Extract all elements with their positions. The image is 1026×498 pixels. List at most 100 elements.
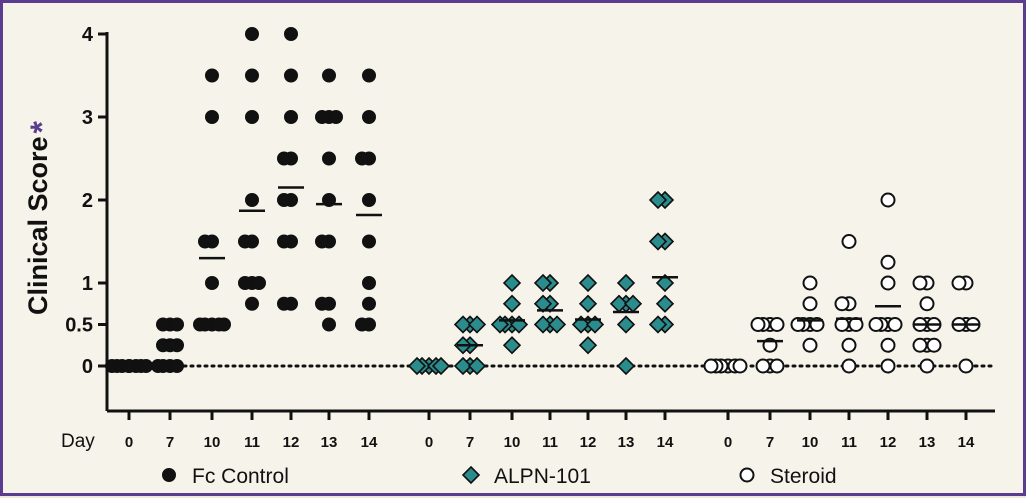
data-point (355, 151, 369, 166)
data-point (755, 358, 771, 374)
y-tick-label: 2 (82, 190, 93, 212)
data-point (453, 315, 473, 334)
data-point (205, 110, 219, 124)
data-point (453, 356, 473, 376)
data-point (578, 336, 598, 355)
data-point (315, 110, 329, 124)
data-point (105, 359, 119, 373)
data-point (245, 110, 259, 124)
data-point (362, 110, 376, 124)
data-point (245, 68, 259, 83)
data-point (362, 296, 376, 311)
x-tick-label: 10 (802, 434, 819, 451)
data-point (238, 276, 252, 290)
x-tick-label: 12 (880, 434, 897, 451)
data-point (578, 294, 598, 313)
data-point (205, 276, 219, 290)
y-axis-title: Clinical Score * (23, 120, 60, 315)
data-point (926, 337, 942, 353)
legend-marker (461, 465, 481, 485)
data-point (193, 317, 207, 332)
legend-label: ALPN-101 (494, 465, 591, 488)
legend-marker (162, 468, 176, 482)
data-point (467, 356, 487, 376)
data-point (502, 294, 522, 313)
data-point (769, 317, 785, 332)
x-tick-label: 11 (542, 434, 558, 451)
data-point (834, 296, 850, 312)
legend-label: Steroid (770, 465, 837, 488)
x-tick-label: 11 (841, 434, 857, 451)
data-point (951, 275, 967, 291)
data-point (322, 151, 336, 166)
data-point (245, 296, 259, 311)
data-point (769, 358, 785, 374)
y-tick-label: 4 (82, 24, 94, 46)
data-point (648, 315, 668, 334)
data-point (277, 151, 291, 166)
data-point (238, 234, 252, 249)
data-point (578, 273, 598, 293)
data-point (841, 234, 857, 249)
data-point (170, 317, 184, 332)
data-point (156, 317, 170, 332)
legend: Fc Control ALPN-101 Steroid (162, 465, 837, 488)
data-point (284, 110, 298, 124)
x-tick-label: 10 (504, 434, 521, 451)
data-point (912, 275, 928, 291)
data-point (703, 358, 719, 374)
x-tick-labels: Day 0 7 10 11 12 13 14 0 7 10 11 12 13 14 0 7 10 11 12 13 14 (61, 431, 975, 452)
data-point (912, 337, 928, 353)
x-tick-label: 12 (283, 434, 300, 451)
data-point (616, 315, 636, 334)
data-point (533, 273, 553, 293)
data-point (732, 358, 748, 374)
data-point (355, 317, 369, 332)
data-points (105, 27, 981, 376)
data-point (277, 234, 291, 249)
data-point (880, 192, 896, 208)
data-point (151, 359, 165, 373)
svg-text:Clinical Score*: Clinical Score * (23, 120, 60, 315)
data-point (533, 294, 553, 313)
legend-label: Fc Control (192, 465, 289, 488)
x-tick-label: 13 (321, 434, 338, 451)
data-point (750, 317, 766, 332)
data-point (139, 359, 153, 373)
data-point (616, 356, 636, 376)
data-point (362, 234, 376, 249)
data-point (284, 68, 298, 83)
data-point (648, 190, 668, 210)
x-tick-label: 12 (580, 434, 597, 451)
data-point (802, 337, 818, 353)
data-point (245, 27, 259, 41)
data-point (533, 315, 553, 334)
x-tick-label: 7 (166, 434, 174, 451)
data-point (868, 317, 884, 332)
data-point (841, 337, 857, 353)
data-point (880, 275, 896, 291)
data-point (467, 315, 487, 334)
data-point (841, 358, 857, 374)
data-point (880, 337, 896, 353)
data-point (170, 359, 184, 373)
data-point (802, 275, 818, 291)
x-tick-label: 11 (244, 434, 260, 451)
data-point (834, 317, 850, 332)
data-point (802, 296, 818, 312)
x-tick-label: 0 (724, 434, 732, 451)
y-axis-label: Clinical Score (23, 136, 53, 315)
x-tick-label: 14 (657, 434, 674, 451)
data-point (880, 358, 896, 374)
axes: 0 0.5 1 2 3 4 (65, 24, 995, 420)
x-tick-label: 7 (466, 434, 474, 451)
mean-lines (157, 186, 979, 347)
legend-marker (739, 467, 755, 483)
data-point (252, 276, 266, 290)
data-point (329, 110, 343, 124)
data-point (502, 273, 522, 293)
x-tick-label: 13 (618, 434, 635, 451)
y-tick-label: 1 (82, 273, 93, 295)
data-point (315, 234, 329, 249)
